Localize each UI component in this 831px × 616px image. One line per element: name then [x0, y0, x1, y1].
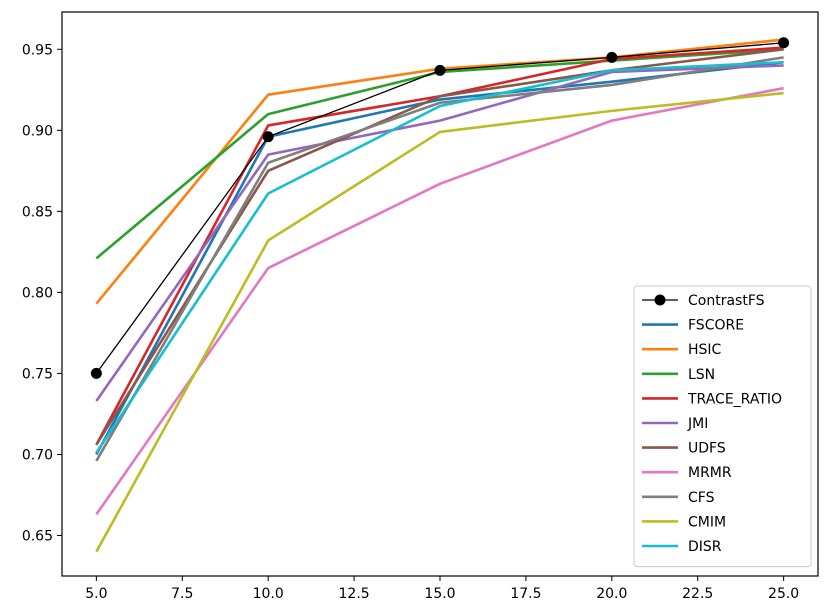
legend-label: JMI	[687, 416, 708, 432]
data-point-contrastfs	[262, 131, 274, 143]
series-line-lsn	[95, 47, 784, 260]
legend-label: CMIM	[688, 514, 726, 530]
x-tick-label: 17.5	[510, 586, 541, 602]
legend-label: UDFS	[688, 441, 726, 457]
x-tick-label: 7.5	[171, 586, 193, 602]
y-tick-label: 0.65	[22, 528, 53, 544]
x-tick-label: 25.0	[768, 586, 799, 602]
series-line-cfs	[95, 56, 784, 462]
x-tick-label: 10.0	[253, 586, 284, 602]
legend-label: MRMR	[688, 465, 732, 481]
series-line-disr	[95, 60, 784, 454]
y-tick-label: 0.75	[22, 366, 53, 382]
legend-label: HSIC	[688, 342, 722, 358]
y-tick-label: 0.80	[22, 285, 53, 301]
data-point-contrastfs	[606, 51, 618, 63]
data-point-contrastfs	[90, 367, 102, 379]
x-tick-label: 22.5	[682, 586, 713, 602]
legend-box	[633, 285, 812, 568]
y-tick-label: 0.85	[22, 204, 53, 220]
legend-label: FSCORE	[688, 318, 744, 334]
data-point-contrastfs	[434, 64, 446, 76]
legend-label: LSN	[688, 367, 715, 383]
series-line-mrmr	[95, 86, 784, 516]
x-tick-label: 20.0	[596, 586, 627, 602]
y-tick-label: 0.90	[22, 123, 53, 139]
data-point-contrastfs	[778, 37, 790, 49]
y-tick-label: 0.70	[22, 447, 53, 463]
plot-lines	[90, 37, 790, 553]
legend-marker	[654, 294, 666, 306]
legend-label: DISR	[688, 539, 722, 555]
legend-label: TRACE_RATIO	[687, 391, 782, 407]
legend-label: ContrastFS	[688, 293, 765, 309]
x-tick-label: 15.0	[424, 586, 455, 602]
y-axis: 0.65 0.70 0.75 0.80 0.85 0.90 0.95	[22, 42, 62, 544]
y-tick-label: 0.95	[22, 42, 53, 58]
series-line-jmi	[95, 64, 784, 402]
legend-label: CFS	[688, 490, 715, 506]
series-line-cmim	[95, 91, 784, 553]
x-tick-label: 12.5	[339, 586, 370, 602]
x-tick-label: 5.0	[85, 586, 107, 602]
x-axis: 5.0 7.5 10.0 12.5 15.0 17.5 20.0 22.5 25.0	[85, 576, 799, 602]
legend: ContrastFS FSCORE HSIC LSN TRACE_RATIO JMI UDF…	[633, 285, 812, 568]
